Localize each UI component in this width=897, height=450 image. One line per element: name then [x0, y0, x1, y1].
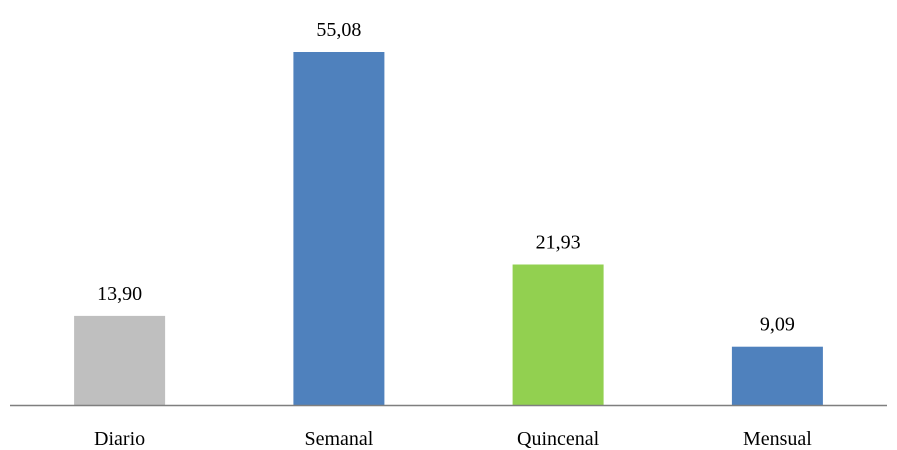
category-label-quincenal: Quincenal	[517, 428, 600, 450]
data-label-semanal: 55,08	[316, 19, 361, 41]
bar-semanal	[293, 52, 385, 405]
category-label-mensual: Mensual	[743, 428, 812, 450]
category-labels-group: Diario Semanal Quincenal Mensual	[94, 428, 812, 450]
bar-mensual	[731, 346, 823, 405]
data-label-mensual: 9,09	[760, 314, 795, 336]
category-label-diario: Diario	[94, 428, 145, 450]
value-labels-group: 13,90 55,08 21,93 9,09	[97, 19, 795, 336]
category-label-semanal: Semanal	[304, 428, 373, 450]
bar-diario	[74, 315, 166, 405]
data-label-quincenal: 21,93	[536, 232, 581, 254]
data-label-diario: 13,90	[97, 283, 142, 305]
bar-quincenal	[512, 264, 604, 405]
bars-group	[74, 52, 823, 405]
